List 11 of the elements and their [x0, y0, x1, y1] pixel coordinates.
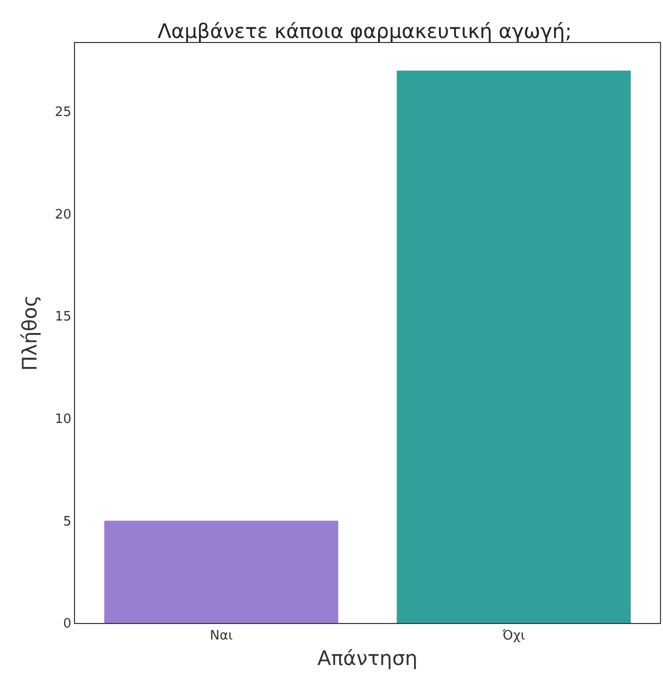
chart-title: Λαμβάνετε κάποια φαρμακευτική αγωγή; — [158, 19, 572, 43]
y-tick-label: 20 — [54, 207, 72, 222]
y-tick-label: 15 — [54, 310, 72, 325]
x-tick-label: Ναι — [210, 628, 233, 644]
y-tick-label: 25 — [54, 105, 72, 120]
y-tick-label: 10 — [54, 412, 72, 427]
y-axis-title: Πλήθος — [17, 295, 42, 371]
x-tick-label: Όχι — [502, 628, 525, 644]
y-tick-label: 5 — [63, 514, 72, 530]
x-axis-title: Απάντηση — [317, 646, 418, 670]
y-tick-label: 0 — [63, 616, 72, 632]
